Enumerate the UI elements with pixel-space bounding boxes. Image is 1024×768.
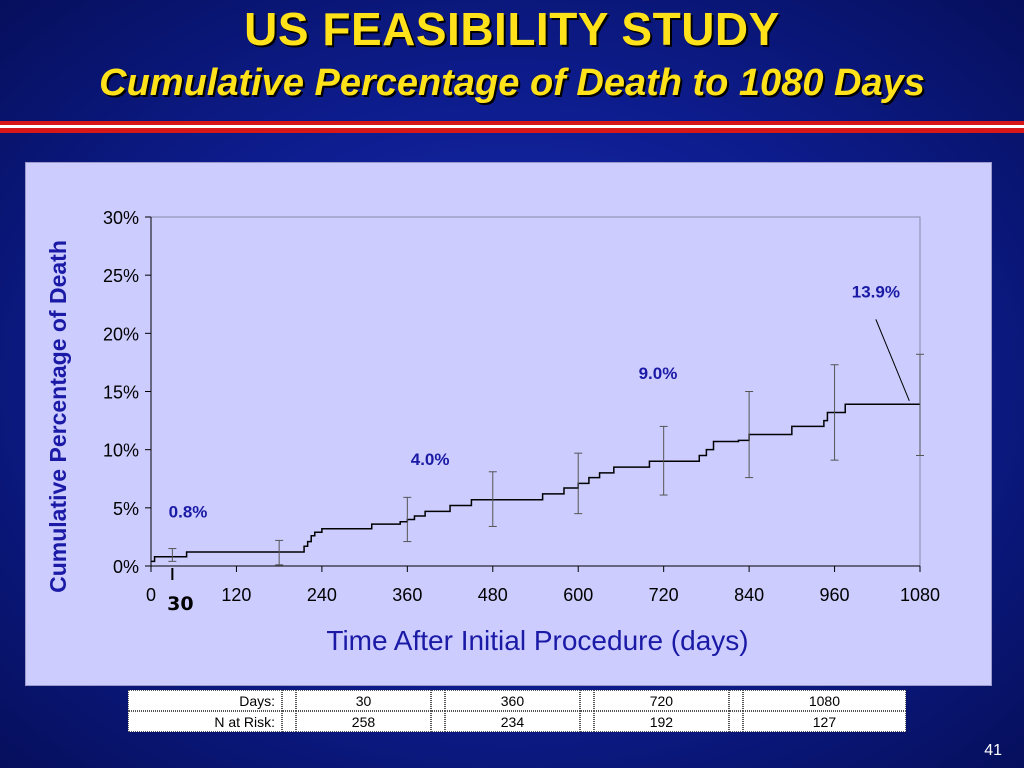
y-tick-label: 0% — [113, 557, 139, 577]
risk-row-label: Days: — [128, 690, 282, 711]
risk-cell: 360 — [444, 690, 580, 711]
y-tick-label: 15% — [103, 383, 139, 403]
risk-row-n-at-risk: N at Risk: 258 234 192 127 — [128, 711, 906, 732]
risk-cell: 30 — [296, 690, 431, 711]
risk-cell: 1080 — [742, 690, 906, 711]
x-tick-label: 0 — [146, 585, 156, 605]
x-tick-label: 360 — [392, 585, 422, 605]
y-tick-label: 5% — [113, 499, 139, 519]
title-rule-red-bottom — [0, 128, 1024, 133]
x-tick-label: 1080 — [900, 585, 940, 605]
y-tick-label: 20% — [103, 324, 139, 344]
x-tick-label: 840 — [734, 585, 764, 605]
y-tick-label: 30% — [103, 208, 139, 228]
x-tick-label: 120 — [221, 585, 251, 605]
day-30-marker-label: 30 — [167, 593, 193, 615]
x-tick-label: 720 — [649, 585, 679, 605]
x-tick-label: 240 — [307, 585, 337, 605]
chart-panel — [25, 162, 992, 686]
x-tick-label: 960 — [820, 585, 850, 605]
risk-cell: 192 — [593, 711, 729, 732]
x-tick-label: 600 — [563, 585, 593, 605]
data-annotation: 0.8% — [169, 502, 208, 521]
risk-cell: 127 — [742, 711, 906, 732]
data-annotation: 4.0% — [411, 450, 450, 469]
title-rule-white — [0, 125, 1024, 128]
risk-row-days: Days: 30 360 720 1080 — [128, 690, 906, 711]
survival-step-line — [151, 403, 920, 563]
title-rule-red-top — [0, 121, 1024, 125]
annotation-pointer — [875, 319, 910, 401]
risk-cell: 258 — [296, 711, 431, 732]
risk-row-label: N at Risk: — [128, 711, 282, 732]
x-tick-label: 480 — [478, 585, 508, 605]
x-axis-label: Time After Initial Procedure (days) — [326, 625, 748, 656]
slide-number: 41 — [984, 742, 1002, 759]
risk-cell: 720 — [593, 690, 729, 711]
y-tick-label: 10% — [103, 441, 139, 461]
risk-cell: 234 — [444, 711, 580, 732]
data-annotation: 13.9% — [852, 282, 900, 301]
y-tick-label: 25% — [103, 266, 139, 286]
slide-title: US FEASIBILITY STUDY — [244, 3, 780, 55]
risk-table: Days: 30 360 720 1080 N at Risk: 258 234… — [128, 690, 906, 732]
data-annotation: 9.0% — [639, 364, 678, 383]
plot-frame — [150, 216, 921, 567]
slide-subtitle: Cumulative Percentage of Death to 1080 D… — [99, 62, 925, 104]
y-axis-label: Cumulative Percentage of Death — [45, 240, 71, 593]
